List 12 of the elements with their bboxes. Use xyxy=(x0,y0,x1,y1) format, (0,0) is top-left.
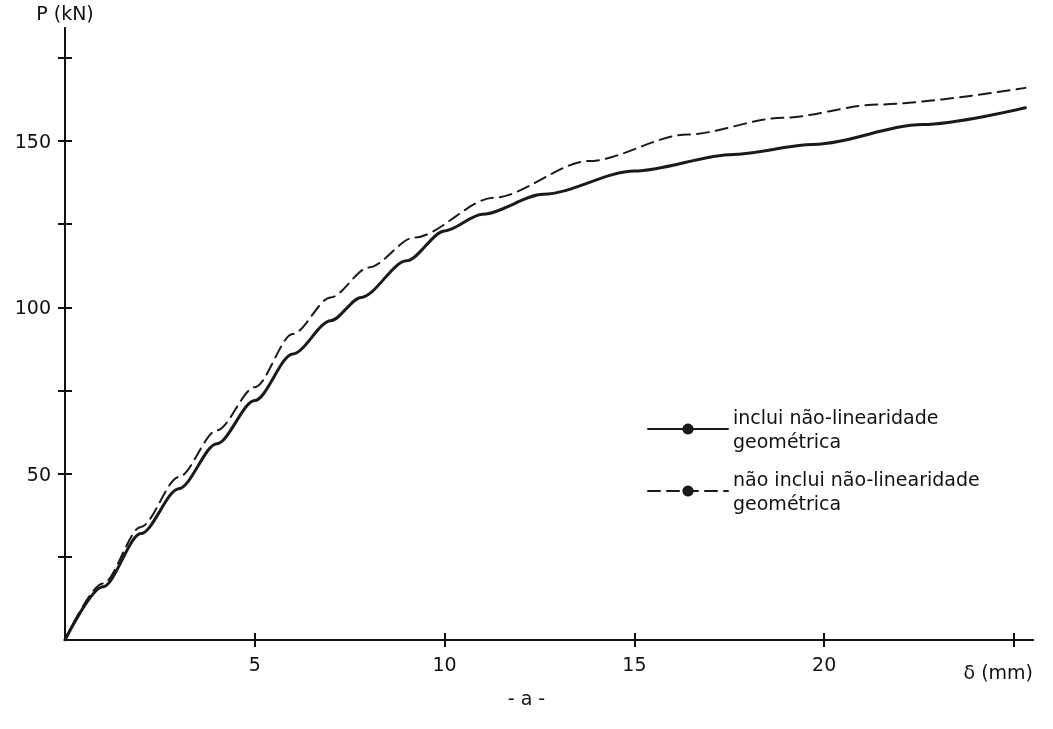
x-tick-label: 5 xyxy=(248,652,261,675)
legend-label: inclui não-linearidade geométrica xyxy=(733,406,945,452)
legend-label: não inclui não-linearidade geométrica xyxy=(733,468,986,514)
x-tick-label: 10 xyxy=(432,652,457,675)
y-tick-label: 100 xyxy=(14,296,51,319)
x-tick-label: 15 xyxy=(622,652,647,675)
text: - a - xyxy=(507,686,546,709)
y-tick-label: 50 xyxy=(26,462,51,485)
y-axis-title: P (kN) xyxy=(36,2,94,24)
y-tick-label: 150 xyxy=(14,130,51,153)
x-axis-title: δ (mm) xyxy=(963,660,1033,683)
x-tick-label: 20 xyxy=(812,652,837,675)
